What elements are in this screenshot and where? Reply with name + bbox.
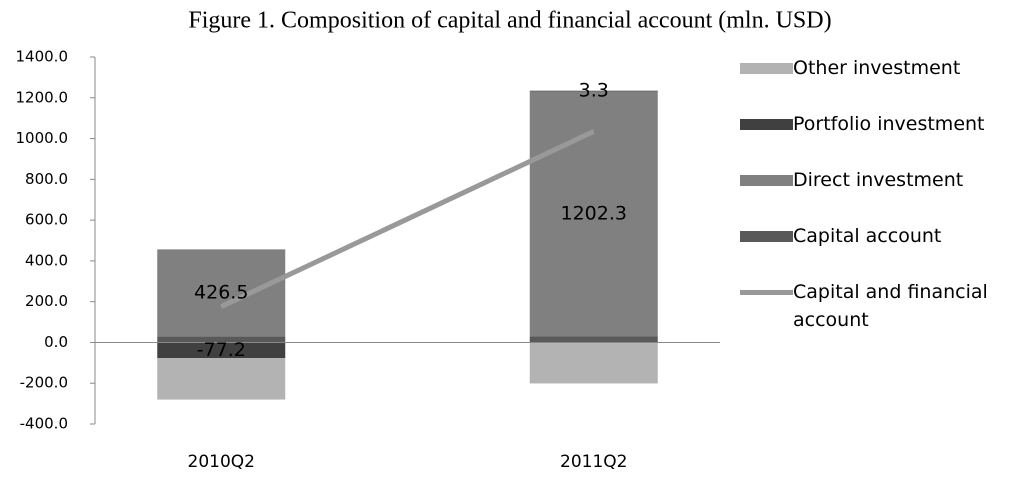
y-tick-label: 1400.0	[16, 48, 69, 66]
legend-swatch	[740, 231, 793, 242]
y-tick-label: 800.0	[25, 170, 68, 188]
bar-segment	[157, 336, 286, 343]
y-tick-label: 600.0	[25, 211, 68, 229]
legend-swatch	[740, 175, 793, 186]
y-tick-label: 1000.0	[16, 129, 69, 147]
data-label: 1202.3	[561, 202, 627, 224]
x-tick-label: 2011Q2	[560, 452, 627, 472]
bar-segment	[529, 336, 658, 343]
legend-label: Portfolio investment	[793, 113, 985, 135]
y-tick-label: 1200.0	[16, 88, 69, 106]
data-label: 426.5	[194, 281, 248, 303]
legend-entry: Other investment	[740, 54, 1021, 82]
bar-segment	[157, 342, 286, 359]
y-tick-label: 0.0	[44, 333, 68, 351]
legend-label: Other investment	[793, 57, 961, 79]
y-tick-label: -400.0	[20, 415, 68, 433]
legend-swatch	[740, 119, 793, 130]
chart-title: Figure 1. Composition of capital and fin…	[188, 8, 831, 34]
legend-label: Capital and financial account	[793, 281, 988, 331]
bar-segment	[157, 358, 286, 400]
line	[220, 129, 595, 309]
y-tick-label: 200.0	[25, 292, 68, 310]
legend-label: Capital account	[793, 225, 942, 247]
legend-label: Direct investment	[793, 169, 964, 191]
legend-swatch	[740, 290, 793, 295]
legend-entry: Capital account	[740, 222, 1021, 250]
legend-swatch	[740, 63, 793, 74]
bar-segment	[529, 342, 658, 384]
y-tick-label: -200.0	[20, 374, 68, 392]
bar-segment	[157, 249, 286, 337]
data-label: -77.2	[197, 339, 246, 361]
legend-entry: Direct investment	[740, 166, 1021, 194]
legend-entry: Portfolio investment	[740, 110, 1021, 138]
y-tick-label: 400.0	[25, 251, 68, 269]
bar-segment	[529, 90, 658, 92]
x-tick-label: 2010Q2	[188, 452, 255, 472]
data-label: 3.3	[579, 80, 609, 102]
legend-entry: Capital and financial account	[740, 278, 1021, 334]
